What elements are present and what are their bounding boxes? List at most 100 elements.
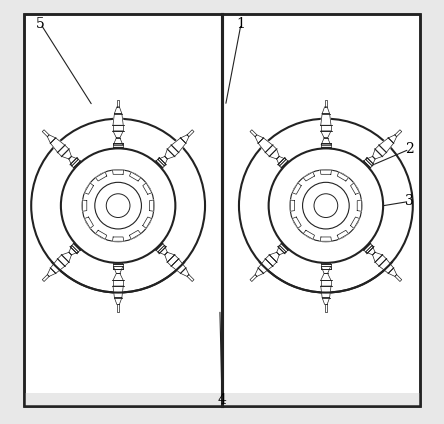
Polygon shape [171,138,186,152]
Polygon shape [388,268,396,276]
Circle shape [82,170,154,242]
Polygon shape [321,142,330,147]
Polygon shape [321,266,330,269]
Polygon shape [117,100,119,107]
Polygon shape [181,135,189,143]
Polygon shape [165,149,174,159]
Polygon shape [48,268,56,276]
Polygon shape [255,135,263,143]
Polygon shape [266,145,277,156]
Polygon shape [69,245,79,255]
Polygon shape [143,217,152,228]
Polygon shape [114,264,123,269]
Polygon shape [365,245,375,255]
Polygon shape [62,149,71,159]
Polygon shape [114,138,123,145]
Circle shape [314,194,338,218]
Polygon shape [364,158,374,167]
Text: 5: 5 [36,17,45,31]
Polygon shape [113,125,123,131]
Polygon shape [357,200,361,211]
Polygon shape [114,266,123,269]
Polygon shape [153,240,163,250]
Polygon shape [365,245,374,254]
Circle shape [31,119,205,293]
Polygon shape [156,244,166,254]
Polygon shape [361,161,370,171]
Polygon shape [337,172,349,181]
Polygon shape [114,142,123,147]
Polygon shape [321,125,331,131]
Polygon shape [95,230,107,239]
Polygon shape [158,156,167,166]
Polygon shape [375,255,386,266]
Polygon shape [113,273,123,280]
Polygon shape [277,245,286,255]
Polygon shape [113,114,123,125]
Text: 3: 3 [405,194,414,209]
Polygon shape [277,156,286,166]
Polygon shape [373,149,382,159]
Polygon shape [74,161,83,171]
Polygon shape [278,158,286,166]
Polygon shape [303,230,314,239]
Polygon shape [375,145,386,156]
Polygon shape [150,200,154,211]
Polygon shape [379,138,393,152]
Polygon shape [114,147,123,154]
Polygon shape [70,245,79,254]
FancyBboxPatch shape [24,393,420,406]
Polygon shape [278,158,288,167]
Polygon shape [112,170,124,174]
Polygon shape [250,130,257,137]
Polygon shape [115,107,122,114]
Polygon shape [117,304,119,312]
Polygon shape [292,217,301,228]
Polygon shape [70,158,79,166]
Polygon shape [51,138,65,152]
Polygon shape [364,244,374,254]
Polygon shape [373,252,382,262]
Polygon shape [187,130,194,137]
Polygon shape [58,145,69,156]
Polygon shape [48,135,56,143]
Circle shape [106,194,130,218]
Polygon shape [84,183,94,194]
Polygon shape [181,268,189,276]
Polygon shape [379,259,393,273]
Polygon shape [325,100,327,107]
FancyBboxPatch shape [24,14,420,406]
Circle shape [269,148,383,263]
Polygon shape [58,255,69,266]
Polygon shape [321,114,331,125]
Polygon shape [70,158,80,167]
Circle shape [61,148,175,263]
Polygon shape [69,156,79,166]
Polygon shape [321,266,330,273]
Polygon shape [388,135,396,143]
Polygon shape [153,161,163,171]
Polygon shape [322,298,329,304]
Polygon shape [167,255,178,266]
Polygon shape [114,257,123,264]
Polygon shape [292,183,301,194]
Text: 2: 2 [405,142,414,156]
Polygon shape [158,245,167,255]
Polygon shape [258,259,273,273]
Polygon shape [250,275,257,282]
Polygon shape [113,286,123,298]
Polygon shape [83,200,87,211]
Polygon shape [320,170,332,174]
Polygon shape [303,172,314,181]
Polygon shape [365,156,375,166]
Polygon shape [278,244,288,254]
Polygon shape [130,230,141,239]
Polygon shape [171,259,186,273]
Text: 4: 4 [218,393,226,407]
Polygon shape [361,240,370,250]
Polygon shape [70,244,80,254]
Polygon shape [115,298,122,304]
Polygon shape [321,257,330,264]
Polygon shape [130,172,141,181]
Polygon shape [84,217,94,228]
